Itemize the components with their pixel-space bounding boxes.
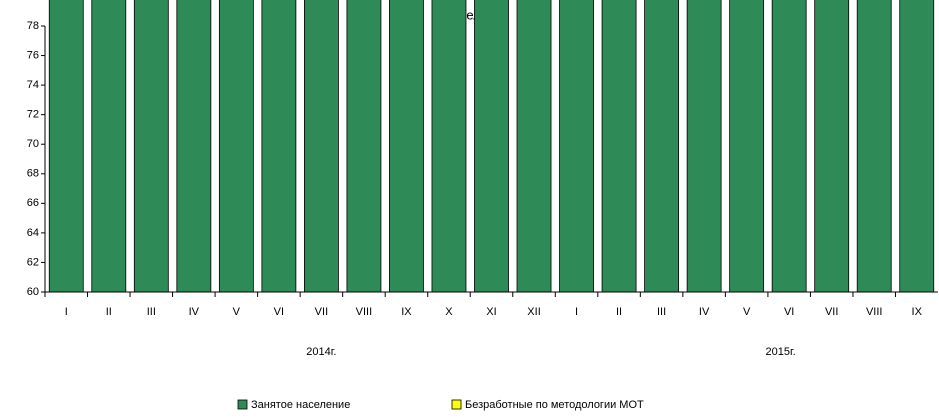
x-tick-label: VIII	[356, 306, 373, 318]
legend-swatch	[237, 399, 248, 410]
bar-segment	[814, 0, 850, 293]
bar-segment	[303, 0, 339, 293]
x-tick-label: VII	[315, 306, 328, 318]
x-tick-label: I	[65, 306, 68, 318]
bar-segment	[91, 0, 127, 293]
y-tick-label: 70	[27, 138, 39, 150]
y-tick-label: 60	[27, 286, 39, 298]
x-tick-label: VII	[825, 306, 838, 318]
x-tick-label: VI	[784, 306, 794, 318]
x-tick-label: IX	[401, 306, 412, 318]
y-tick-label: 74	[27, 79, 39, 91]
legend-label: Занятое население	[251, 399, 350, 411]
y-tick-label: 64	[27, 227, 39, 239]
bar-segment	[516, 0, 552, 293]
bar-segment	[218, 0, 254, 293]
bar-segment	[771, 0, 807, 293]
y-tick-label: 72	[27, 109, 39, 121]
x-tick-label: V	[743, 306, 751, 318]
x-tick-label: III	[147, 306, 156, 318]
y-tick-label: 66	[27, 197, 39, 209]
bar-segment	[644, 0, 680, 293]
x-tick-label: III	[657, 306, 666, 318]
x-tick-label: VIII	[866, 306, 883, 318]
bar-segment	[48, 0, 84, 293]
x-tick-label: IV	[189, 306, 200, 318]
bar-segment	[431, 0, 467, 293]
y-tick-label: 76	[27, 49, 39, 61]
x-tick-label: VI	[274, 306, 284, 318]
x-tick-label: V	[233, 306, 241, 318]
bar-segment	[559, 0, 594, 293]
y-tick-label: 78	[27, 20, 39, 32]
x-tick-label: IX	[912, 306, 923, 318]
bar-segment	[729, 0, 765, 293]
legend-label: Безработные по методологии МОТ	[465, 399, 644, 411]
x-tick-label: XII	[527, 306, 540, 318]
x-tick-label: II	[106, 306, 112, 318]
year-label: 2014г.	[306, 346, 336, 358]
bar-segment	[389, 0, 424, 293]
x-tick-label: XI	[486, 306, 496, 318]
y-tick-label: 68	[27, 168, 39, 180]
x-tick-label: II	[616, 306, 622, 318]
legend-swatch	[451, 399, 462, 410]
bar-segment	[601, 0, 637, 293]
y-tick-label: 62	[27, 256, 39, 268]
bar-segment	[261, 0, 297, 293]
bar-segment	[346, 0, 382, 293]
x-tick-label: IV	[699, 306, 710, 318]
bar-segment	[176, 0, 212, 293]
bar-segment	[899, 0, 935, 293]
x-tick-label: X	[445, 306, 453, 318]
bar-segment	[133, 0, 169, 293]
x-tick-label: I	[575, 306, 578, 318]
bar-segment	[686, 0, 722, 293]
year-label: 2015г.	[766, 346, 796, 358]
bar-segment	[856, 0, 892, 293]
bar-segment	[474, 0, 509, 293]
